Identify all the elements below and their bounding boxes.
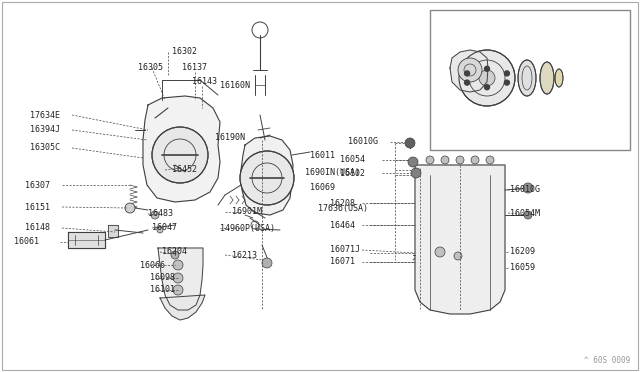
Circle shape xyxy=(471,156,479,164)
Circle shape xyxy=(458,58,482,82)
Text: 17636(USA): 17636(USA) xyxy=(318,203,368,212)
Text: 16213: 16213 xyxy=(232,250,257,260)
Circle shape xyxy=(405,138,415,148)
Circle shape xyxy=(454,252,462,260)
Text: 16011: 16011 xyxy=(310,151,335,160)
Circle shape xyxy=(151,211,159,219)
Text: 16054: 16054 xyxy=(340,155,365,164)
Polygon shape xyxy=(143,96,220,202)
Circle shape xyxy=(173,273,183,283)
Text: 16452: 16452 xyxy=(172,166,197,174)
Text: 16098: 16098 xyxy=(150,273,175,282)
Circle shape xyxy=(504,80,509,85)
Text: 16190N: 16190N xyxy=(215,134,245,142)
Circle shape xyxy=(171,251,179,259)
Polygon shape xyxy=(158,248,203,310)
Circle shape xyxy=(456,156,464,164)
Polygon shape xyxy=(108,225,118,237)
Circle shape xyxy=(486,156,494,164)
Text: 1690IN(USA): 1690IN(USA) xyxy=(305,167,360,176)
Circle shape xyxy=(484,85,490,90)
Polygon shape xyxy=(160,295,205,320)
Text: 16209: 16209 xyxy=(510,247,535,257)
Text: 16047: 16047 xyxy=(152,224,177,232)
Text: 16307: 16307 xyxy=(25,180,50,189)
Text: 16302: 16302 xyxy=(172,48,197,57)
Circle shape xyxy=(459,50,515,106)
Text: 16204: 16204 xyxy=(162,247,187,257)
Text: 16389H: 16389H xyxy=(540,93,570,103)
Text: 16160N: 16160N xyxy=(220,80,250,90)
Circle shape xyxy=(262,258,272,268)
Circle shape xyxy=(524,211,532,219)
Text: 16305: 16305 xyxy=(138,64,163,73)
Text: 16102: 16102 xyxy=(340,169,365,177)
Circle shape xyxy=(173,285,183,295)
Circle shape xyxy=(152,127,208,183)
Text: 16066: 16066 xyxy=(140,260,165,269)
Text: 16101: 16101 xyxy=(150,285,175,295)
Circle shape xyxy=(465,80,470,85)
Text: 16137M: 16137M xyxy=(525,48,555,57)
Text: 16054M: 16054M xyxy=(510,208,540,218)
Text: 16151: 16151 xyxy=(25,202,50,212)
Circle shape xyxy=(408,157,418,167)
Text: 16071J: 16071J xyxy=(330,246,360,254)
Text: 16137: 16137 xyxy=(182,64,207,73)
Polygon shape xyxy=(415,165,505,314)
Circle shape xyxy=(484,66,490,71)
Text: 16010G: 16010G xyxy=(348,138,378,147)
Polygon shape xyxy=(241,136,293,215)
Circle shape xyxy=(504,71,509,76)
Polygon shape xyxy=(68,232,105,248)
Polygon shape xyxy=(450,50,488,92)
Text: 16483: 16483 xyxy=(148,209,173,218)
Text: CAN: CAN xyxy=(435,17,452,27)
Text: 16069: 16069 xyxy=(310,183,335,192)
Circle shape xyxy=(173,260,183,270)
Text: 16059: 16059 xyxy=(510,263,535,273)
Text: 16901M: 16901M xyxy=(232,208,262,217)
Text: 16011: 16011 xyxy=(448,58,473,67)
Circle shape xyxy=(441,156,449,164)
Circle shape xyxy=(479,70,495,86)
Text: 17634E: 17634E xyxy=(30,110,60,119)
Text: 16148: 16148 xyxy=(25,224,50,232)
Text: 16464: 16464 xyxy=(330,221,355,230)
Ellipse shape xyxy=(555,69,563,87)
Text: 16071: 16071 xyxy=(330,257,355,266)
Circle shape xyxy=(523,183,533,193)
Circle shape xyxy=(411,168,421,178)
Circle shape xyxy=(426,156,434,164)
Bar xyxy=(430,10,630,150)
Circle shape xyxy=(125,203,135,213)
Circle shape xyxy=(240,151,294,205)
Circle shape xyxy=(435,247,445,257)
Ellipse shape xyxy=(540,62,554,94)
Circle shape xyxy=(157,227,163,233)
Text: 16305C: 16305C xyxy=(30,144,60,153)
Text: 16389: 16389 xyxy=(545,31,570,39)
Text: 16394J: 16394J xyxy=(30,125,60,135)
Text: 16143: 16143 xyxy=(192,77,217,87)
Text: 16208: 16208 xyxy=(330,199,355,208)
Ellipse shape xyxy=(518,60,536,96)
Text: ^ 60S 0009: ^ 60S 0009 xyxy=(584,356,630,365)
Text: 16061: 16061 xyxy=(14,237,39,247)
Text: 16010G: 16010G xyxy=(510,186,540,195)
Circle shape xyxy=(465,71,470,76)
Text: 14960P(USA): 14960P(USA) xyxy=(220,224,275,232)
